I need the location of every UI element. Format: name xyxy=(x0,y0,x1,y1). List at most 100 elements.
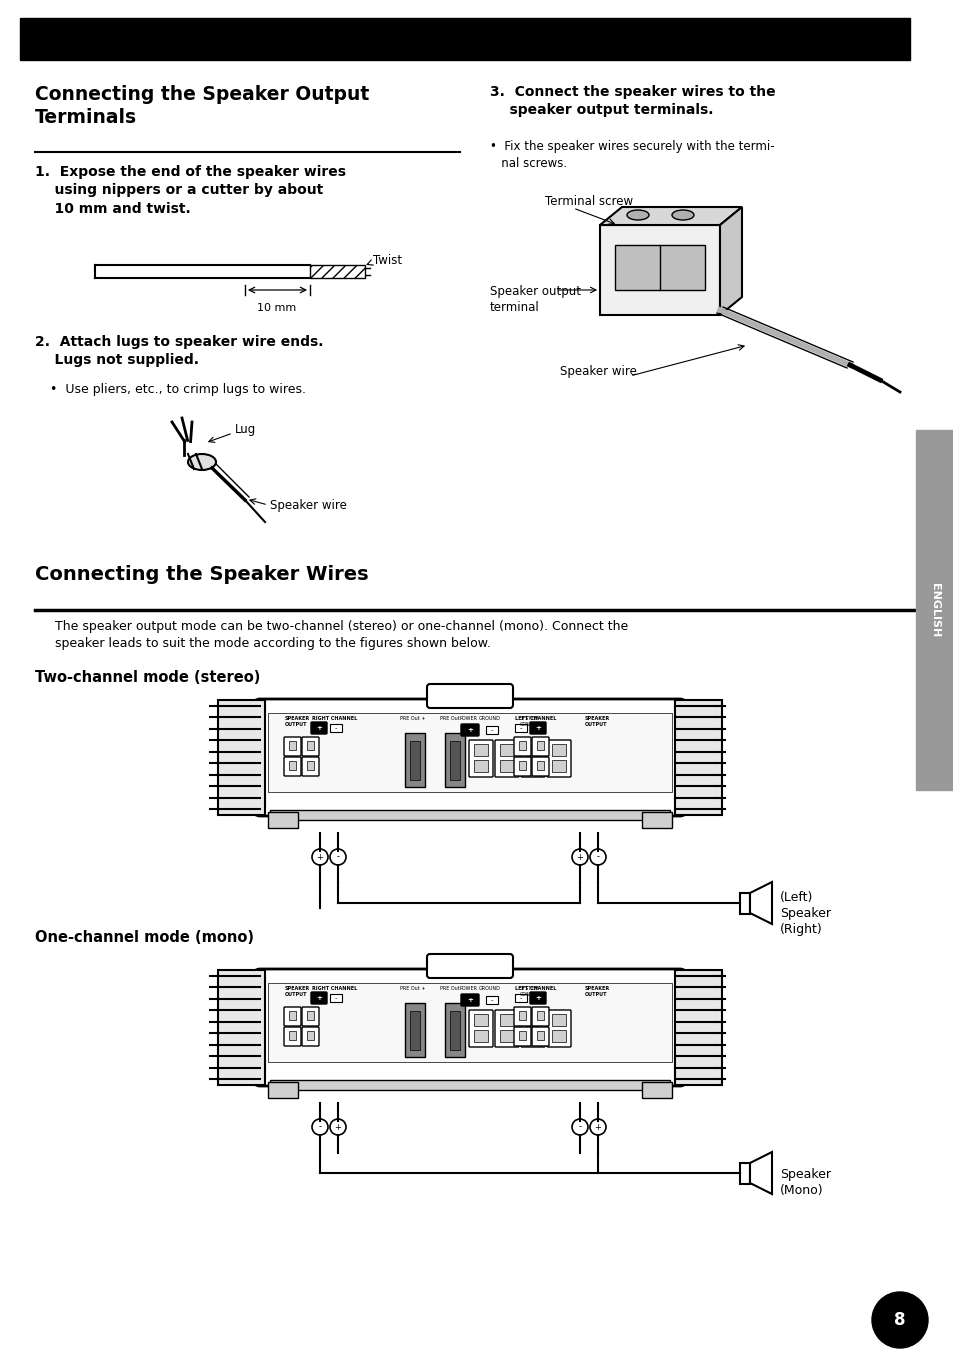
FancyBboxPatch shape xyxy=(284,737,301,756)
Text: RIGHT CHANNEL: RIGHT CHANNEL xyxy=(312,986,356,991)
Bar xyxy=(537,1011,543,1020)
Text: SPEAKER
OUTPUT: SPEAKER OUTPUT xyxy=(285,986,310,997)
Text: GROUND: GROUND xyxy=(478,986,500,991)
Bar xyxy=(518,741,525,751)
Bar xyxy=(499,1014,514,1026)
Bar xyxy=(307,1011,314,1020)
Bar xyxy=(444,733,464,787)
Bar xyxy=(615,245,704,290)
FancyBboxPatch shape xyxy=(530,992,545,1004)
FancyBboxPatch shape xyxy=(302,1027,318,1046)
FancyBboxPatch shape xyxy=(532,757,548,776)
Text: SPEAKER
OUTPUT: SPEAKER OUTPUT xyxy=(285,715,310,726)
Text: -: - xyxy=(490,997,493,1003)
Text: PRE Out +: PRE Out + xyxy=(399,986,425,991)
Text: +: + xyxy=(535,725,540,730)
Ellipse shape xyxy=(671,210,693,220)
Bar xyxy=(307,741,314,751)
Bar xyxy=(675,970,721,1085)
Text: +: + xyxy=(594,1122,600,1131)
Text: -: - xyxy=(335,725,337,730)
FancyBboxPatch shape xyxy=(302,757,318,776)
Text: GROUND: GROUND xyxy=(478,715,500,721)
Text: •  Use pliers, etc., to crimp lugs to wires.: • Use pliers, etc., to crimp lugs to wir… xyxy=(50,383,306,396)
Bar xyxy=(474,1014,488,1026)
Text: +: + xyxy=(535,995,540,1001)
Bar xyxy=(499,744,514,756)
Text: PRE Out +: PRE Out + xyxy=(399,715,425,721)
Text: Two-channel mode (stereo): Two-channel mode (stereo) xyxy=(35,669,260,686)
FancyBboxPatch shape xyxy=(532,1007,548,1026)
Bar xyxy=(518,1011,525,1020)
FancyBboxPatch shape xyxy=(469,1009,493,1047)
Text: -: - xyxy=(490,728,493,733)
FancyBboxPatch shape xyxy=(520,740,544,776)
Text: 3.  Connect the speaker wires to the
    speaker output terminals.: 3. Connect the speaker wires to the spea… xyxy=(490,85,775,118)
Bar xyxy=(450,741,459,780)
FancyBboxPatch shape xyxy=(514,1027,531,1046)
Text: SYSTEM
CONTROL: SYSTEM CONTROL xyxy=(519,715,543,726)
Text: The speaker output mode can be two-channel (stereo) or one-channel (mono). Conne: The speaker output mode can be two-chann… xyxy=(55,621,628,650)
Circle shape xyxy=(312,850,328,864)
FancyBboxPatch shape xyxy=(514,757,531,776)
FancyBboxPatch shape xyxy=(427,684,513,709)
Text: -: - xyxy=(336,852,339,862)
Text: PRE Out -: PRE Out - xyxy=(439,986,462,991)
Text: LEFT CHANNEL: LEFT CHANNEL xyxy=(515,715,556,721)
Bar xyxy=(270,1080,669,1089)
FancyBboxPatch shape xyxy=(546,740,571,776)
Bar xyxy=(485,996,497,1004)
Bar xyxy=(330,724,341,732)
Bar xyxy=(289,1011,295,1020)
Text: Lug: Lug xyxy=(234,424,256,436)
Circle shape xyxy=(589,1119,605,1135)
FancyBboxPatch shape xyxy=(427,954,513,978)
FancyBboxPatch shape xyxy=(469,740,493,776)
Text: Speaker wire: Speaker wire xyxy=(270,499,347,511)
Text: -: - xyxy=(519,725,521,730)
Text: Terminal screw: Terminal screw xyxy=(544,195,633,209)
FancyBboxPatch shape xyxy=(520,1009,544,1047)
FancyBboxPatch shape xyxy=(514,1007,531,1026)
Text: -: - xyxy=(596,852,598,862)
Bar xyxy=(537,762,543,770)
Text: RIGHT CHANNEL: RIGHT CHANNEL xyxy=(312,715,356,721)
Bar xyxy=(499,1030,514,1042)
Text: Connecting the Speaker Output
Terminals: Connecting the Speaker Output Terminals xyxy=(35,85,369,127)
Text: +: + xyxy=(315,725,321,730)
Text: -: - xyxy=(519,995,521,1001)
Text: Speaker wire: Speaker wire xyxy=(559,364,637,378)
Bar xyxy=(405,733,424,787)
Bar xyxy=(410,1011,419,1050)
Bar xyxy=(485,726,497,734)
Text: 2.  Attach lugs to speaker wire ends.
    Lugs not supplied.: 2. Attach lugs to speaker wire ends. Lug… xyxy=(35,335,323,367)
FancyBboxPatch shape xyxy=(530,722,545,734)
Circle shape xyxy=(572,1119,587,1135)
Text: +: + xyxy=(576,852,583,862)
Bar xyxy=(537,1031,543,1041)
Bar xyxy=(552,744,565,756)
Text: +: + xyxy=(467,997,473,1003)
Text: 8: 8 xyxy=(893,1312,904,1329)
Ellipse shape xyxy=(626,210,648,220)
Text: (Left)
Speaker
(Right): (Left) Speaker (Right) xyxy=(780,892,830,936)
Text: +: + xyxy=(335,1122,341,1131)
Bar xyxy=(515,724,526,732)
Bar xyxy=(268,812,297,828)
FancyBboxPatch shape xyxy=(284,1007,301,1026)
Text: +: + xyxy=(316,852,323,862)
FancyBboxPatch shape xyxy=(495,740,518,776)
FancyBboxPatch shape xyxy=(284,757,301,776)
Bar xyxy=(474,744,488,756)
FancyBboxPatch shape xyxy=(253,969,685,1085)
Text: SPEAKER
OUTPUT: SPEAKER OUTPUT xyxy=(584,986,610,997)
Bar xyxy=(218,701,265,814)
Text: ENGLISH: ENGLISH xyxy=(929,583,939,637)
Bar xyxy=(410,741,419,780)
Bar xyxy=(268,982,671,1062)
Text: -: - xyxy=(335,995,337,1001)
Bar xyxy=(518,1031,525,1041)
FancyBboxPatch shape xyxy=(546,1009,571,1047)
Bar xyxy=(330,995,341,1001)
Polygon shape xyxy=(749,882,771,924)
